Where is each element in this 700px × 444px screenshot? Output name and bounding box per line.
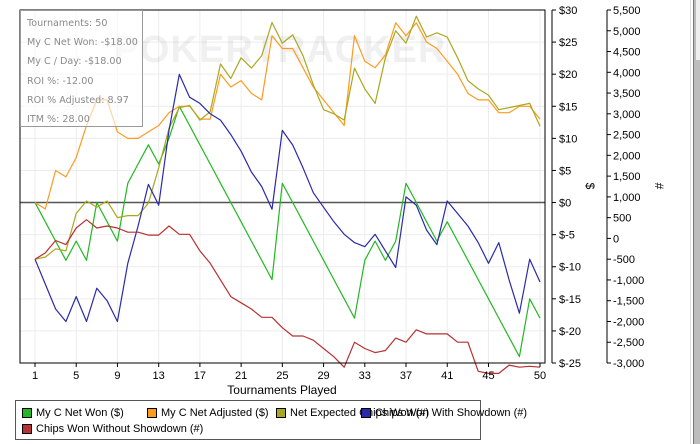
x-tick-label: 50 xyxy=(534,370,546,382)
x-axis: 1 5 9 13 17 21 25 29 33 37 41 45 50 xyxy=(32,363,546,382)
series-line-1 xyxy=(34,22,541,210)
legend: My C Net Won ($) My C Net Adjusted ($) N… xyxy=(15,400,527,440)
y-left-tick-label: $-15 xyxy=(559,294,581,306)
y-right-tick-label: -2,000 xyxy=(613,316,644,328)
y-right-tick-label: 0 xyxy=(613,233,619,245)
y-left-tick-label: $10 xyxy=(559,133,577,145)
legend-label: My C Net Adjusted ($) xyxy=(161,407,269,419)
series-line-4 xyxy=(34,219,541,374)
y-left-tick-label: $5 xyxy=(559,165,571,177)
legend-label: Net Expected Chips Won (#) xyxy=(290,407,430,419)
y-left-tick-label: $30 xyxy=(559,5,577,17)
y-left-tick-label: $-5 xyxy=(559,230,575,242)
y-left-tick-label: $-10 xyxy=(559,262,581,274)
x-tick-label: 25 xyxy=(276,370,288,382)
y-right-tick-label: 5,000 xyxy=(613,26,641,38)
legend-swatch xyxy=(22,424,32,434)
stats-tournaments: Tournaments: 50 xyxy=(27,18,108,29)
x-tick-label: 17 xyxy=(194,370,206,382)
x-tick-label: 37 xyxy=(400,370,412,382)
y-right-tick-label: 1,500 xyxy=(613,171,641,183)
legend-item-net-won[interactable]: My C Net Won ($) xyxy=(22,407,124,419)
y-right-tick-label: -1,500 xyxy=(613,296,644,308)
x-tick-label: 41 xyxy=(441,370,453,382)
y-right-tick-label: -3,000 xyxy=(613,358,644,370)
x-tick-label: 1 xyxy=(32,370,38,382)
series-line-2 xyxy=(34,15,541,260)
y-right-tick-label: 4,500 xyxy=(613,47,641,59)
series-line-0 xyxy=(34,105,541,358)
y-axis-left-title: $ xyxy=(583,183,597,190)
watermark: POKERTRACKER xyxy=(114,29,447,71)
y-axis-right: 5,500 5,000 4,500 4,000 3,500 3,000 2,500 2,000… xyxy=(606,5,644,370)
x-tick-label: 21 xyxy=(235,370,247,382)
legend-swatch xyxy=(147,408,157,418)
y-right-tick-label: -1,000 xyxy=(613,275,644,287)
y-left-tick-label: $-25 xyxy=(559,358,581,370)
y-left-tick-label: $25 xyxy=(559,37,577,49)
x-tick-label: 13 xyxy=(153,370,165,382)
x-tick-label: 29 xyxy=(317,370,329,382)
legend-label: Chips Won Without Showdown (#) xyxy=(36,423,204,435)
legend-label: My C Net Won ($) xyxy=(36,407,124,419)
y-right-tick-label: 1,000 xyxy=(613,192,641,204)
y-axis-right-title: # xyxy=(652,183,666,190)
scrollbar-thumb[interactable] xyxy=(696,0,700,60)
legend-swatch xyxy=(22,408,32,418)
y-right-tick-label: 3,500 xyxy=(613,88,641,100)
y-left-tick-label: $-20 xyxy=(559,326,581,338)
scrollbar[interactable] xyxy=(693,0,700,444)
y-right-tick-label: 2,000 xyxy=(613,150,641,162)
stats-summary-box: Tournaments: 50 My C Net Won: -$18.00 My… xyxy=(20,10,143,127)
y-right-tick-label: -500 xyxy=(613,254,635,266)
y-left-tick-label: $15 xyxy=(559,101,577,113)
x-tick-label: 45 xyxy=(482,370,494,382)
y-right-tick-label: -2,500 xyxy=(613,337,644,349)
series-line-3 xyxy=(34,73,541,323)
window-border xyxy=(690,0,691,444)
stats-net-won: My C Net Won: -$18.00 xyxy=(27,37,138,49)
legend-swatch xyxy=(361,408,371,418)
legend-label: Chips Won With Showdown (#) xyxy=(375,407,528,419)
y-left-tick-label: $0 xyxy=(559,198,571,210)
y-right-tick-label: 4,000 xyxy=(613,67,641,79)
y-right-tick-label: 5,500 xyxy=(613,5,641,17)
stats-roi-adjusted: ROI % Adjusted: 8.97 xyxy=(27,94,129,106)
x-axis-title: Tournaments Played xyxy=(227,383,336,397)
legend-swatch xyxy=(276,408,286,418)
y-right-tick-label: 3,000 xyxy=(613,109,641,121)
legend-item-net-expected-chips[interactable]: Net Expected Chips Won (#) xyxy=(276,407,429,419)
stats-itm: ITM %: 28.00 xyxy=(27,113,90,125)
stats-roi: ROI %: -12.00 xyxy=(27,75,94,87)
stats-per-day: My C / Day: -$18.00 xyxy=(27,56,122,68)
y-right-tick-label: 2,500 xyxy=(613,130,641,142)
y-left-tick-label: $20 xyxy=(559,69,577,81)
series-layer xyxy=(34,15,541,374)
x-tick-label: 9 xyxy=(114,370,120,382)
legend-item-net-adjusted[interactable]: My C Net Adjusted ($) xyxy=(147,407,269,419)
legend-item-chips-showdown[interactable]: Chips Won With Showdown (#) xyxy=(361,407,527,419)
legend-item-chips-no-showdown[interactable]: Chips Won Without Showdown (#) xyxy=(22,423,203,435)
y-right-tick-label: 500 xyxy=(613,213,631,225)
x-tick-label: 5 xyxy=(73,370,79,382)
y-axis-left: $30 $25 $20 $15 $10 $5 $0 $-5 $-10 $-15 $-20 $-25 xyxy=(551,5,581,370)
x-tick-label: 33 xyxy=(359,370,371,382)
